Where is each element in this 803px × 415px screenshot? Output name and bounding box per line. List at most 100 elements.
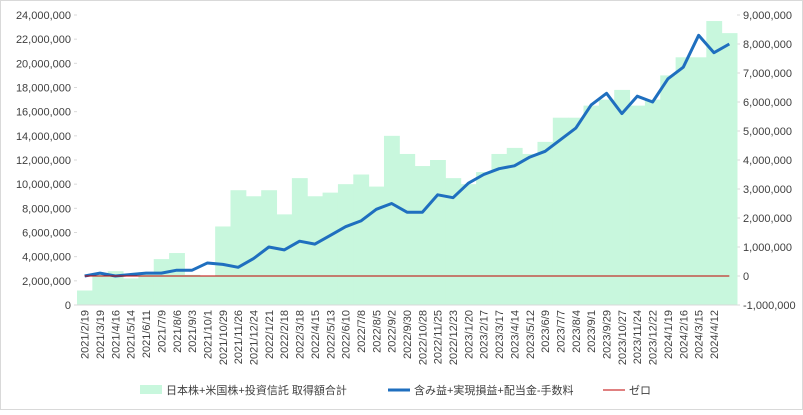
bar (552, 117, 569, 305)
x-tick-label: 2021/5/14 (126, 310, 138, 359)
y2-tick-label: 2,000,000 (743, 213, 792, 225)
x-tick-label: 2024/1/19 (663, 310, 675, 359)
y2-tick-label: 9,000,000 (743, 10, 792, 22)
bar (230, 190, 247, 305)
x-tick-label: 2021/10/1 (202, 310, 214, 359)
legend-label: 日本株+米国株+投資信託 取得額合計 (166, 383, 347, 397)
y2-tick-label: 7,000,000 (743, 68, 792, 80)
y2-tick-label: 6,000,000 (743, 97, 792, 109)
bar (107, 271, 124, 305)
y2-tick-label: 4,000,000 (743, 155, 792, 167)
x-tick-label: 2023/4/14 (509, 310, 521, 359)
bar (383, 135, 400, 305)
bar (598, 99, 615, 305)
bar (706, 21, 723, 306)
x-tick-label: 2023/9/29 (602, 310, 614, 359)
x-tick-label: 2021/9/3 (187, 310, 199, 353)
legend-label: ゼロ (629, 384, 651, 397)
x-tick-label: 2023/5/12 (525, 310, 537, 359)
y-tick-label: 20,000,000 (16, 58, 71, 70)
bar (199, 276, 216, 305)
line (84, 33, 731, 278)
bar (675, 57, 692, 305)
legend-label: 含み益+実現損益+配当金-手数料 (414, 383, 574, 397)
x-tick-label: 2023/1/20 (463, 310, 475, 359)
y-tick-label: 4,000,000 (22, 252, 71, 264)
bar (506, 147, 523, 305)
bar (153, 259, 170, 305)
bar (92, 274, 109, 305)
y-tick-label: 8,000,000 (22, 203, 71, 215)
x-tick-label: 2022/6/10 (341, 310, 353, 359)
x-tick-label: 2022/10/28 (417, 310, 429, 365)
bar (138, 272, 155, 305)
y2-tick-label: 0 (743, 271, 749, 283)
bar (660, 75, 677, 306)
x-tick-label: 2021/4/16 (110, 310, 122, 359)
bar (614, 89, 631, 306)
bar (644, 99, 661, 305)
bar (460, 184, 477, 305)
x-tick-label: 2021/7/9 (156, 310, 168, 353)
y-tick-label: 0 (65, 300, 71, 312)
bar (568, 117, 585, 305)
bar (184, 274, 201, 305)
bar (77, 290, 93, 305)
y-tick-label: 18,000,000 (16, 83, 71, 95)
y2-tick-label: 3,000,000 (743, 184, 792, 196)
bar (399, 153, 416, 305)
x-tick-label: 2022/3/18 (295, 310, 307, 359)
x-tick-label: 2023/10/27 (617, 310, 629, 365)
bar (583, 105, 600, 305)
bar (537, 141, 554, 305)
y-tick-label: 14,000,000 (16, 131, 71, 143)
bar (491, 153, 508, 305)
y2-tick-label: -1,000,000 (743, 300, 796, 312)
x-tick-label: 2022/8/5 (371, 310, 383, 353)
x-tick-label: 2021/2/19 (80, 310, 92, 359)
bar (322, 192, 339, 305)
x-tick-label: 2022/2/18 (279, 310, 291, 359)
y-tick-label: 22,000,000 (16, 34, 71, 46)
x-tick-label: 2024/3/15 (694, 310, 706, 359)
bar (276, 214, 293, 305)
x-tick-label: 2023/7/7 (555, 310, 567, 353)
y-tick-label: 6,000,000 (22, 228, 71, 240)
bar (245, 196, 262, 305)
y-tick-label: 10,000,000 (16, 179, 71, 191)
bar (445, 178, 462, 305)
x-tick-label: 2022/9/30 (402, 310, 414, 359)
y2-tick-label: 5,000,000 (743, 126, 792, 138)
x-tick-label: 2023/9/1 (586, 310, 598, 353)
bar (307, 196, 324, 305)
legend-swatch (140, 385, 162, 394)
y2-tick-label: 1,000,000 (743, 242, 792, 254)
bar (337, 184, 354, 305)
bar (721, 33, 738, 305)
y-tick-label: 2,000,000 (22, 276, 71, 288)
bar (123, 278, 139, 305)
x-tick-label: 2021/10/29 (218, 310, 230, 365)
x-tick-label: 2022/1/21 (264, 310, 276, 359)
x-tick-label: 2022/4/15 (310, 310, 322, 359)
bar (430, 160, 446, 305)
x-tick-label: 2021/8/6 (172, 310, 184, 353)
y-tick-label: 12,000,000 (16, 155, 71, 167)
x-tick-label: 2021/3/19 (95, 310, 107, 359)
x-tick-label: 2024/4/12 (709, 310, 721, 359)
x-tick-label: 2022/7/8 (356, 310, 368, 353)
x-tick-label: 2022/5/13 (325, 310, 337, 359)
x-tick-label: 2021/11/26 (233, 310, 245, 364)
x-tick-label: 2022/11/25 (433, 310, 445, 364)
bar (522, 153, 538, 305)
bar (368, 186, 385, 305)
x-tick-label: 2022/9/2 (387, 310, 399, 353)
x-tick-label: 2023/2/17 (479, 310, 491, 359)
bar (629, 105, 646, 305)
bar (476, 172, 492, 305)
bar (690, 57, 707, 305)
y2-tick-label: 8,000,000 (743, 39, 792, 51)
y-tick-label: 16,000,000 (16, 107, 71, 119)
x-tick-label: 2023/11/24 (632, 310, 644, 364)
